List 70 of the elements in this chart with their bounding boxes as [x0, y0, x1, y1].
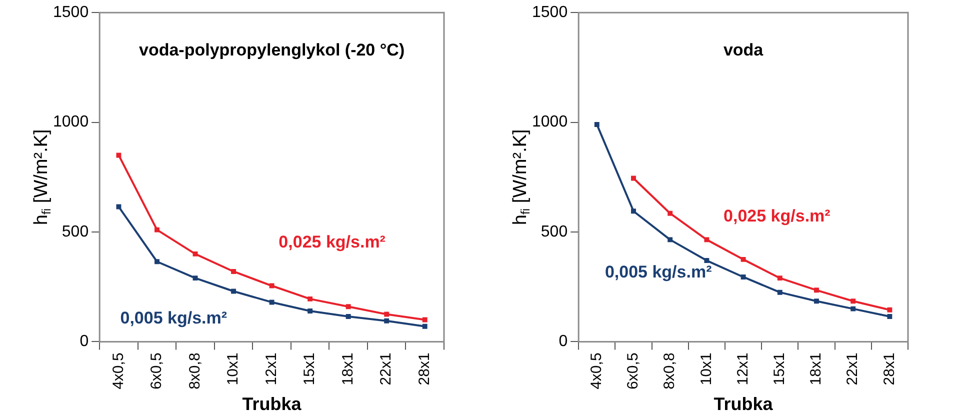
point: [631, 176, 636, 181]
x-tick-label: 28x1: [416, 352, 434, 386]
point: [740, 256, 746, 262]
point: [269, 300, 274, 305]
x-tick-label: 22x1: [378, 352, 395, 386]
x-tick-label: 22x1: [844, 352, 862, 386]
point: [814, 298, 819, 304]
point: [269, 283, 274, 288]
point: [231, 269, 236, 274]
point: [850, 298, 856, 304]
text: voda: [723, 40, 764, 60]
point: [346, 304, 351, 310]
series-label: 0,025 kg/s.m²: [278, 232, 386, 252]
point: [346, 314, 351, 319]
series-label: 0,005 kg/s.m²: [120, 308, 228, 328]
y-tick-label: 500: [540, 223, 568, 240]
point: [814, 288, 819, 293]
point: [192, 276, 198, 281]
x-tick-label: 18x1: [808, 352, 825, 386]
x-tick-label: 4x0,5: [588, 352, 606, 390]
point: [704, 258, 710, 263]
point: [594, 122, 600, 127]
x-tick-label: 8x0,8: [661, 352, 678, 390]
point: [740, 274, 746, 280]
x-tick-label: 4x0,5: [110, 352, 127, 390]
x-tick-label: 10x1: [224, 352, 242, 386]
point: [154, 259, 160, 264]
x-axis-title: Trubka: [714, 394, 774, 414]
text: voda-polypropylenglykol (-20 °C): [138, 40, 405, 60]
point: [231, 288, 236, 294]
x-tick-label: 18x1: [339, 352, 356, 386]
point: [887, 314, 892, 319]
point: [704, 237, 710, 242]
x-tick-label: 12x1: [734, 352, 752, 386]
point: [777, 276, 782, 281]
y-tick-label: 0: [558, 333, 568, 350]
x-tick-label: 28x1: [880, 352, 898, 386]
point: [668, 210, 673, 216]
series-label: 0,025 kg/s.m²: [724, 206, 831, 226]
point: [850, 306, 856, 312]
point: [192, 251, 198, 256]
y-axis-title: hfi [W/m².K]: [510, 129, 533, 226]
point: [116, 152, 122, 158]
point: [422, 317, 428, 322]
x-tick-label: 15x1: [771, 352, 788, 386]
point: [887, 307, 892, 312]
point: [777, 290, 782, 295]
y-tick-label: 1500: [532, 4, 568, 22]
y-axis-title: hfi [W/m².K]: [30, 129, 54, 226]
point: [384, 318, 390, 324]
y-tick-label: 500: [62, 223, 89, 240]
x-tick-label: 15x1: [301, 352, 318, 386]
x-tick-label: 8x0,8: [186, 352, 204, 390]
point: [668, 237, 673, 242]
point: [308, 296, 313, 302]
x-tick-label: 6x0,5: [148, 352, 166, 390]
point: [308, 308, 313, 314]
point: [422, 324, 428, 329]
x-tick-label: 6x0,5: [624, 352, 642, 390]
y-tick-label: 1500: [53, 4, 89, 22]
y-tick-label: 0: [80, 333, 89, 350]
point: [631, 208, 636, 214]
y-tick-label: 1000: [532, 114, 568, 131]
series-label: 0,005 kg/s.m²: [604, 262, 712, 282]
x-tick-label: 10x1: [698, 352, 715, 386]
point: [384, 312, 390, 317]
x-axis-title: Trubka: [242, 394, 302, 414]
y-tick-label: 1000: [53, 114, 89, 131]
x-tick-label: 12x1: [262, 352, 280, 386]
point: [154, 227, 160, 232]
